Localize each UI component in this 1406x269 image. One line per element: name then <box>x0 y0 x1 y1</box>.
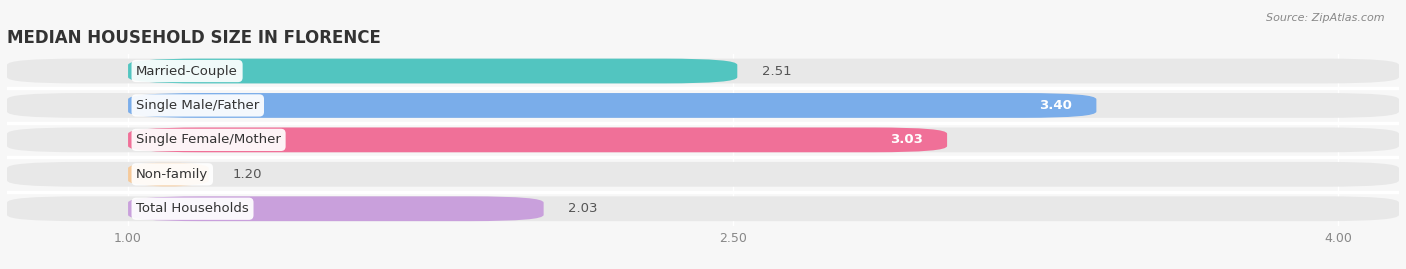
FancyBboxPatch shape <box>128 93 1097 118</box>
Text: Single Male/Father: Single Male/Father <box>136 99 259 112</box>
FancyBboxPatch shape <box>128 128 948 152</box>
FancyBboxPatch shape <box>7 196 1399 221</box>
Text: Total Households: Total Households <box>136 202 249 215</box>
FancyBboxPatch shape <box>128 196 544 221</box>
Text: Source: ZipAtlas.com: Source: ZipAtlas.com <box>1267 13 1385 23</box>
Text: Non-family: Non-family <box>136 168 208 181</box>
FancyBboxPatch shape <box>128 162 208 187</box>
FancyBboxPatch shape <box>7 162 1399 187</box>
FancyBboxPatch shape <box>128 59 737 83</box>
Text: 2.03: 2.03 <box>568 202 598 215</box>
Text: 3.03: 3.03 <box>890 133 922 146</box>
FancyBboxPatch shape <box>7 128 1399 152</box>
Text: Married-Couple: Married-Couple <box>136 65 238 77</box>
Text: 3.40: 3.40 <box>1039 99 1073 112</box>
Text: MEDIAN HOUSEHOLD SIZE IN FLORENCE: MEDIAN HOUSEHOLD SIZE IN FLORENCE <box>7 29 381 47</box>
FancyBboxPatch shape <box>7 93 1399 118</box>
FancyBboxPatch shape <box>7 59 1399 83</box>
Text: 2.51: 2.51 <box>762 65 792 77</box>
Text: Single Female/Mother: Single Female/Mother <box>136 133 281 146</box>
Text: 1.20: 1.20 <box>233 168 263 181</box>
